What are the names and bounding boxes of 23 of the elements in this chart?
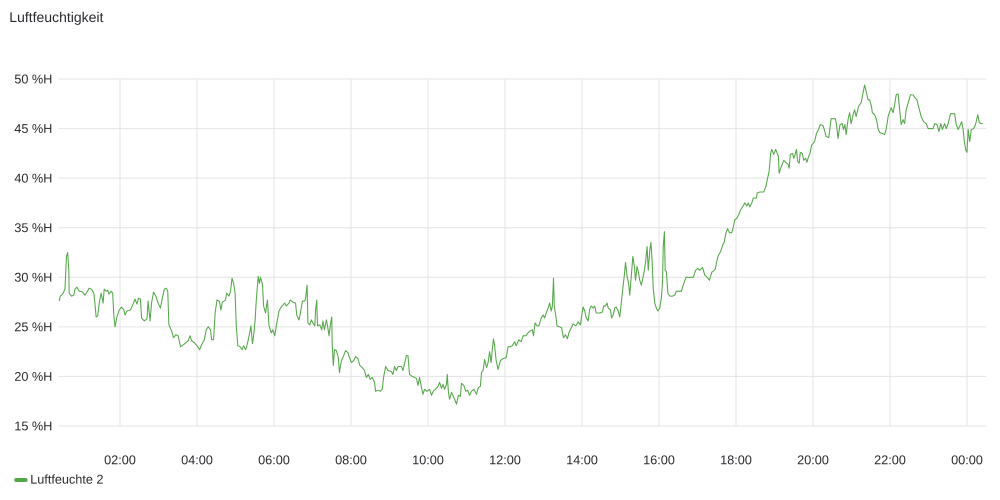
- y-tick-label: 45 %H: [14, 124, 52, 134]
- y-tick-label: 40 %H: [14, 174, 52, 183]
- chart-title: Luftfeuchtigkeit: [10, 12, 104, 25]
- x-tick-label: 22:00: [874, 455, 906, 464]
- x-tick-label: 20:00: [798, 455, 828, 464]
- x-tick-label: 06:00: [258, 455, 290, 464]
- y-tick-label: 25 %H: [14, 322, 52, 332]
- x-tick-label: 16:00: [644, 455, 674, 464]
- x-tick-label: 08:00: [336, 455, 366, 464]
- y-tick-label: 15 %H: [15, 422, 52, 430]
- x-tick-label: 10:00: [413, 455, 444, 464]
- x-tick-label: 02:00: [104, 455, 136, 464]
- y-tick-label: 30 %H: [14, 272, 52, 282]
- x-tick-label: 00:00: [952, 455, 982, 464]
- line-series: [58, 84, 984, 405]
- x-tick-label: 04:00: [182, 455, 212, 464]
- legend-label: Luftfeuchte 2: [31, 474, 103, 484]
- x-tick-label: 12:00: [490, 455, 520, 464]
- y-tick-label: 20 %H: [14, 372, 52, 381]
- x-tick-label: 14:00: [567, 455, 598, 464]
- y-tick-label: 50 %H: [14, 74, 52, 84]
- x-tick-label: 18:00: [721, 455, 752, 464]
- y-tick-label: 35 %H: [14, 223, 52, 232]
